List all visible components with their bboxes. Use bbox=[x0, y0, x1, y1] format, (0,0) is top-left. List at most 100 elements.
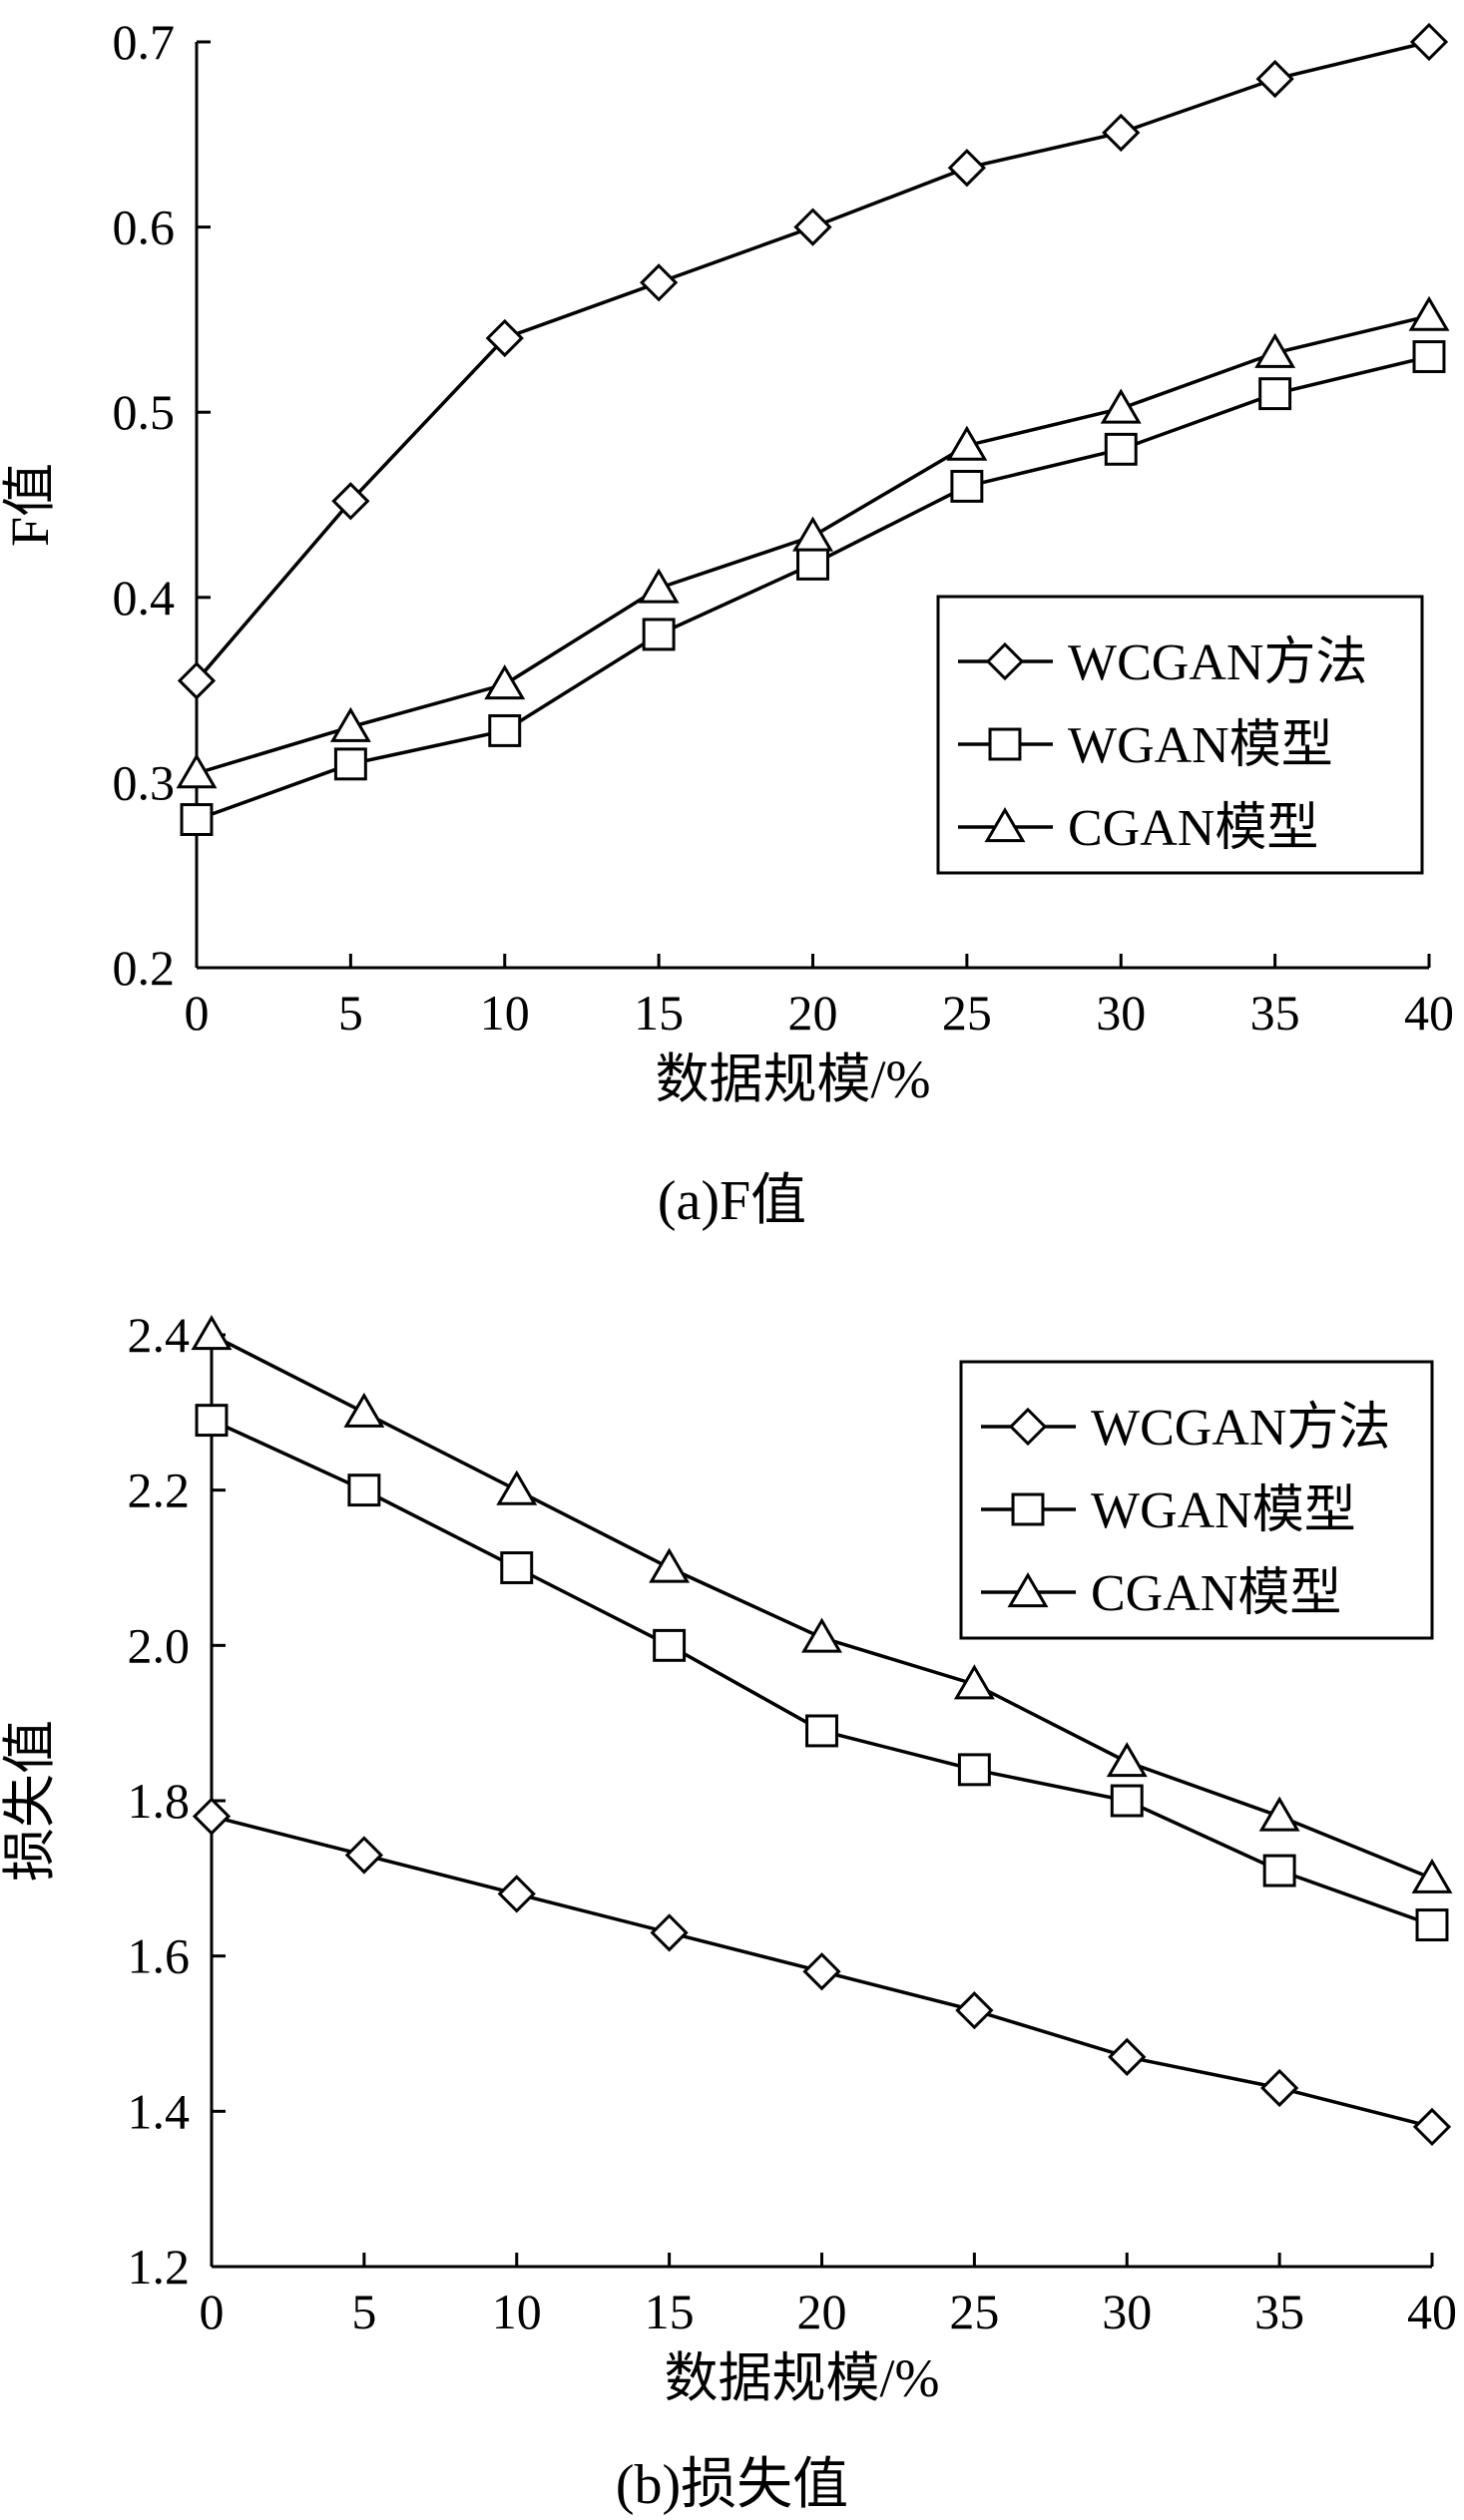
x-tick-label: 25 bbox=[949, 2284, 999, 2339]
x-tick-label: 35 bbox=[1250, 985, 1300, 1041]
x-tick-label: 30 bbox=[1096, 985, 1146, 1041]
legend-label: CGAN模型 bbox=[1091, 1565, 1341, 1622]
y-tick-label: 1.6 bbox=[128, 1928, 191, 1984]
point-triangle bbox=[638, 568, 680, 604]
x-axis-label: 数据规模/% bbox=[656, 1050, 931, 1109]
point-diamond bbox=[1255, 59, 1294, 99]
caption-panel-b: (b)损失值 bbox=[615, 2454, 849, 2516]
point-square bbox=[957, 1753, 991, 1787]
y-tick-label: 0.3 bbox=[113, 754, 176, 810]
point-diamond bbox=[177, 661, 217, 700]
caption-panel-a: (a)F值 bbox=[657, 1170, 807, 1232]
y-axis-label: F值 bbox=[0, 463, 60, 547]
x-tick-label: 15 bbox=[645, 2284, 695, 2339]
y-tick-label: 0.4 bbox=[113, 570, 176, 626]
point-square bbox=[1262, 1854, 1296, 1888]
point-square bbox=[1110, 1784, 1144, 1818]
y-axis-label: 损失值 bbox=[0, 1720, 60, 1882]
x-axis-label: 数据规模/% bbox=[665, 2348, 940, 2408]
legend-label: WGAN模型 bbox=[1091, 1482, 1356, 1539]
point-square bbox=[180, 803, 214, 836]
point-triangle bbox=[329, 706, 371, 742]
x-tick-label: 20 bbox=[788, 985, 838, 1041]
legend-marker-diamond bbox=[1008, 1407, 1048, 1447]
legend-marker-diamond bbox=[985, 641, 1025, 681]
chart-panel-f-value: 0.2 0.3 0.4 0.5 0.6 0.7 0 5 10 15 20 25 30 35 40 数据规模/%… bbox=[0, 14, 1454, 1109]
point-triangle bbox=[176, 753, 218, 789]
point-triangle bbox=[343, 1392, 385, 1428]
point-square bbox=[1412, 340, 1446, 373]
y-tick-label: 2.4 bbox=[128, 1307, 191, 1363]
legend-label: CGAN模型 bbox=[1068, 800, 1318, 857]
point-square bbox=[195, 1404, 229, 1438]
point-diamond bbox=[793, 208, 832, 246]
y-tick-label: 2.0 bbox=[128, 1617, 191, 1673]
point-square bbox=[950, 469, 984, 503]
y-tick-label: 0.2 bbox=[113, 940, 176, 996]
point-square bbox=[347, 1473, 381, 1507]
point-square bbox=[333, 747, 367, 781]
legend-marker-square bbox=[1011, 1492, 1045, 1526]
point-diamond bbox=[344, 1836, 383, 1875]
point-diamond bbox=[1108, 2037, 1147, 2076]
legend: WCGAN方法 WGAN模型 CGAN模型 bbox=[959, 1360, 1434, 1640]
point-square bbox=[642, 618, 676, 651]
point-square bbox=[1258, 377, 1292, 411]
point-diamond bbox=[497, 1875, 536, 1913]
legend-label: WCGAN方法 bbox=[1068, 634, 1367, 691]
x-tick-label: 0 bbox=[185, 985, 210, 1041]
point-triangle bbox=[792, 516, 833, 552]
y-tick-label: 0.7 bbox=[113, 14, 176, 70]
point-square bbox=[805, 1714, 838, 1748]
legend-label: WCGAN方法 bbox=[1091, 1400, 1390, 1457]
x-tick-label: 30 bbox=[1102, 2284, 1152, 2339]
point-square bbox=[1415, 1908, 1449, 1941]
point-square bbox=[796, 547, 829, 581]
x-tick-label: 40 bbox=[1407, 2284, 1457, 2339]
point-diamond bbox=[947, 149, 986, 188]
legend-marker-triangle bbox=[984, 807, 1026, 843]
y-tick-label: 0.5 bbox=[113, 384, 176, 440]
point-square bbox=[1104, 432, 1138, 466]
x-tick-label: 10 bbox=[480, 985, 530, 1041]
point-diamond bbox=[331, 482, 370, 521]
point-diamond bbox=[640, 263, 679, 302]
x-tick-label: 0 bbox=[200, 2284, 225, 2339]
point-triangle bbox=[191, 1315, 233, 1351]
point-diamond bbox=[485, 318, 524, 358]
point-triangle bbox=[1408, 295, 1450, 331]
y-tick-label: 1.4 bbox=[128, 2083, 191, 2139]
point-diamond bbox=[1260, 2068, 1299, 2108]
point-diamond bbox=[955, 1991, 994, 2030]
point-triangle bbox=[1100, 388, 1142, 424]
point-square bbox=[500, 1551, 534, 1584]
point-square bbox=[653, 1628, 687, 1662]
x-tick-label: 5 bbox=[338, 985, 363, 1041]
legend-marker-square bbox=[988, 727, 1022, 761]
y-tick-label: 1.8 bbox=[128, 1773, 191, 1829]
point-diamond bbox=[1412, 2107, 1452, 2147]
point-diamond bbox=[192, 1797, 232, 1836]
y-tick-label: 2.2 bbox=[128, 1463, 191, 1518]
x-tick-label: 40 bbox=[1404, 985, 1454, 1041]
point-diamond bbox=[650, 1913, 689, 1952]
point-triangle bbox=[1258, 1796, 1300, 1832]
point-triangle bbox=[801, 1617, 842, 1653]
x-tick-label: 5 bbox=[351, 2284, 376, 2339]
point-triangle bbox=[1254, 332, 1296, 368]
point-square bbox=[488, 713, 522, 747]
x-tick-label: 25 bbox=[942, 985, 992, 1041]
point-diamond bbox=[1409, 22, 1449, 62]
legend: WCGAN方法 WGAN模型 CGAN模型 bbox=[936, 595, 1424, 875]
point-diamond bbox=[1102, 113, 1141, 153]
x-tick-label: 15 bbox=[634, 985, 684, 1041]
point-triangle bbox=[649, 1547, 691, 1583]
point-triangle bbox=[953, 1664, 995, 1700]
point-triangle bbox=[1411, 1858, 1453, 1893]
x-tick-label: 20 bbox=[797, 2284, 847, 2339]
y-tick-label: 0.6 bbox=[113, 200, 176, 255]
y-tick-label: 1.2 bbox=[128, 2239, 191, 2295]
point-triangle bbox=[484, 664, 526, 700]
series-line-diamond bbox=[195, 40, 1430, 682]
